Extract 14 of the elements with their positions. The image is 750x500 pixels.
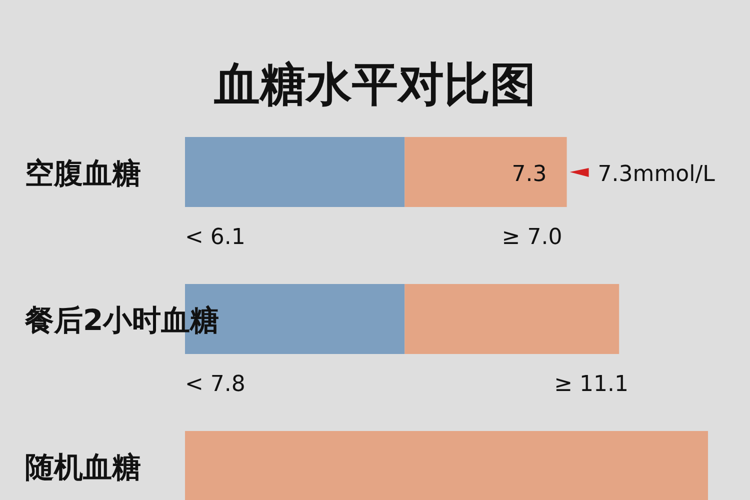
bar [185, 137, 405, 207]
bar [404, 137, 567, 207]
annotation: < 6.1 [185, 225, 246, 250]
chart-title: 血糖水平对比图 [213, 57, 536, 111]
bar [185, 431, 708, 500]
annotation: 7.3mmol/L [598, 162, 716, 187]
y-tick-label: 餐后2小时血糖 [24, 303, 220, 337]
annotation: ≥ 11.1 [554, 372, 629, 397]
annotation: < 7.8 [185, 372, 246, 397]
bar [404, 284, 620, 354]
y-tick-label: 随机血糖 [25, 450, 141, 484]
annotation: 7.3 [512, 162, 547, 187]
y-tick-label: 空腹血糖 [25, 156, 141, 190]
annotation: ≥ 7.0 [502, 225, 562, 250]
